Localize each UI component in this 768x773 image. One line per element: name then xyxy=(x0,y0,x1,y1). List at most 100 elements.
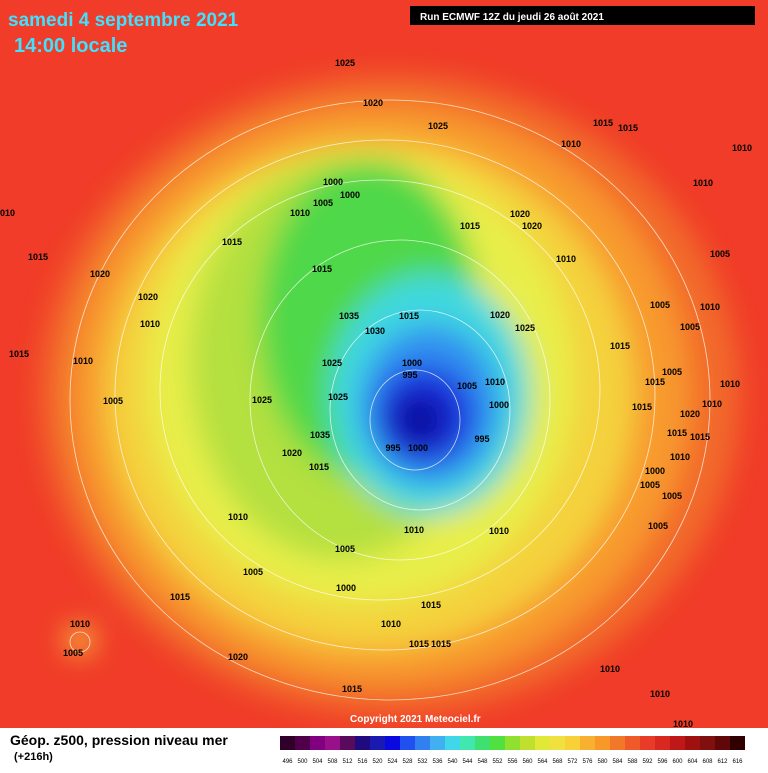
scale-swatch xyxy=(445,736,460,750)
scale-label: 540 xyxy=(447,759,458,765)
scale-swatch xyxy=(715,736,730,750)
scale-label: 508 xyxy=(327,759,338,765)
isobar-label: 1010 xyxy=(404,525,424,535)
scale-swatch xyxy=(610,736,625,750)
footer-lead: (+216h) xyxy=(14,751,53,763)
scale-label: 580 xyxy=(597,759,608,765)
isobar-label: 995 xyxy=(402,370,417,380)
isobar-label: 1025 xyxy=(328,392,348,402)
isobar-label: 1005 xyxy=(650,300,670,310)
scale-swatch xyxy=(355,736,370,750)
isobar-label: 1015 xyxy=(399,311,419,321)
scale-swatch xyxy=(685,736,700,750)
scale-label: 584 xyxy=(612,759,623,765)
scale-label: 568 xyxy=(552,759,563,765)
isobar-label: 1000 xyxy=(340,190,360,200)
scale-label: 496 xyxy=(282,759,293,765)
isobar-label: 1020 xyxy=(282,448,302,458)
color-scale: 496 500 504 508 512 516 520 524 528 532 536 540 544 5… xyxy=(280,736,745,765)
isobar-label: 1010 xyxy=(228,512,248,522)
isobar-label: 1015 xyxy=(309,462,329,472)
isobar-label: 1030 xyxy=(365,326,385,336)
isobar-label: 1005 xyxy=(640,480,660,490)
scale-label: 512 xyxy=(342,759,353,765)
scale-swatch xyxy=(520,736,535,750)
isobar-label: 1010 xyxy=(670,452,690,462)
scale-swatch xyxy=(430,736,445,750)
scale-label: 564 xyxy=(537,759,548,765)
isobar-label: 1000 xyxy=(402,358,422,368)
isobar-label: 1010 xyxy=(70,619,90,629)
isobar-label: 995 xyxy=(385,443,400,453)
isobar-label: 1010 xyxy=(650,689,670,699)
isobar-label: 1010 xyxy=(485,377,505,387)
time-title: 14:00 locale xyxy=(14,35,127,57)
scale-swatch xyxy=(280,736,295,750)
isobar-label: 1015 xyxy=(28,252,48,262)
isobar-label: 1015 xyxy=(342,684,362,694)
isobar-label: 1035 xyxy=(339,311,359,321)
scale-label: 528 xyxy=(402,759,413,765)
isobar-label: 1015 xyxy=(610,341,630,351)
isobar-label: 1015 xyxy=(690,432,710,442)
isobar-label: 1025 xyxy=(252,395,272,405)
isobar-label: 1005 xyxy=(662,367,682,377)
isobar-label: 1005 xyxy=(662,491,682,501)
scale-swatch xyxy=(310,736,325,750)
scale-label: 588 xyxy=(627,759,638,765)
scale-label: 560 xyxy=(522,759,533,765)
scale-label: 616 xyxy=(732,759,743,765)
scale-swatch xyxy=(670,736,685,750)
scale-swatch xyxy=(730,736,745,750)
isobar-label: 1005 xyxy=(63,648,83,658)
isobar-label: 1015 xyxy=(667,428,687,438)
isobar-label: 1020 xyxy=(228,652,248,662)
isobar-label: 1010 xyxy=(489,526,509,536)
scale-swatch xyxy=(370,736,385,750)
isobar-label: 1035 xyxy=(310,430,330,440)
footer-title: Géop. z500, pression niveau mer xyxy=(10,732,228,748)
scale-label: 608 xyxy=(702,759,713,765)
isobar-label: 1020 xyxy=(680,409,700,419)
isobar-label: 1000 xyxy=(336,583,356,593)
isobar-label: 1025 xyxy=(335,58,355,68)
scale-label: 572 xyxy=(567,759,578,765)
scale-label: 536 xyxy=(432,759,443,765)
isobar-label: 1020 xyxy=(522,221,542,231)
scale-swatch xyxy=(625,736,640,750)
scale-swatch xyxy=(475,736,490,750)
isobar-label: 1005 xyxy=(710,249,730,259)
scale-swatch xyxy=(400,736,415,750)
scale-label: 504 xyxy=(312,759,323,765)
isobar-label: 1010 xyxy=(140,319,160,329)
scale-label: 516 xyxy=(357,759,368,765)
scale-label: 556 xyxy=(507,759,518,765)
copyright: Copyright 2021 Meteociel.fr xyxy=(350,714,481,725)
isobar-label: 1025 xyxy=(428,121,448,131)
scale-label: 604 xyxy=(687,759,698,765)
isobar-label: 1010 xyxy=(290,208,310,218)
scale-label: 500 xyxy=(297,759,308,765)
scale-swatch xyxy=(385,736,400,750)
run-box xyxy=(410,6,755,25)
isobar-label: 1025 xyxy=(322,358,342,368)
isobar-label: 1000 xyxy=(323,177,343,187)
isobar-label: 1015 xyxy=(421,600,441,610)
scale-label: 532 xyxy=(417,759,428,765)
isobar-label: 1020 xyxy=(138,292,158,302)
isobar-label: 1005 xyxy=(680,322,700,332)
isobar-label: 1010 xyxy=(702,399,722,409)
isobar-label: 1015 xyxy=(632,402,652,412)
scale-swatch xyxy=(490,736,505,750)
isobar-label: 1020 xyxy=(90,269,110,279)
isobar-label: 1020 xyxy=(490,310,510,320)
scale-label: 524 xyxy=(387,759,398,765)
scale-label: 596 xyxy=(657,759,668,765)
scale-swatch xyxy=(415,736,430,750)
scale-swatch xyxy=(595,736,610,750)
isobar-label: 1010 xyxy=(556,254,576,264)
isobar-label: 1010 xyxy=(732,143,752,153)
isobar-label: 1015 xyxy=(593,118,613,128)
isobar-label: 1010 xyxy=(673,719,693,729)
